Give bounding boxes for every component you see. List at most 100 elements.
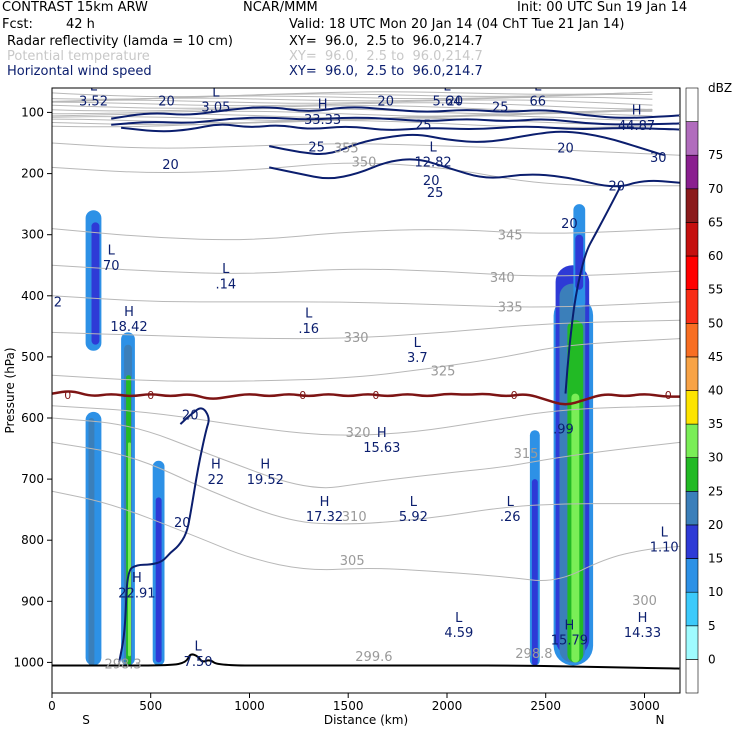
extremum-value: 22.91 <box>118 587 155 602</box>
colorbar-swatch <box>685 524 699 559</box>
wind-contour-jet <box>111 116 680 126</box>
extremum-value: 3.52 <box>79 95 108 110</box>
wind-label: 20 <box>174 516 191 531</box>
extremum-symbol: H <box>260 458 270 473</box>
x-tick-label: 1500 <box>333 699 364 713</box>
reflectivity-cell <box>531 479 538 666</box>
wind-label: 25 <box>427 186 444 201</box>
south-label: S <box>82 713 90 727</box>
extremum-symbol: L <box>414 336 422 351</box>
colorbar-label: 5 <box>708 619 716 633</box>
extremum-symbol: L <box>534 79 542 94</box>
colorbar-swatch <box>685 188 699 223</box>
colorbar-label: 10 <box>708 585 723 599</box>
extremum-value: 22 <box>208 473 225 488</box>
extremum-symbol: L <box>194 640 202 655</box>
extremum-value: 3.7 <box>407 351 428 366</box>
x-tick-label: 1000 <box>234 699 265 713</box>
x-tick-label: 2000 <box>432 699 463 713</box>
field-wind: Horizontal wind speed <box>7 64 152 79</box>
theta-contour <box>52 441 680 525</box>
reflectivity-cell <box>128 442 131 657</box>
field-reflectivity-xy: XY= 96.0, 2.5 to 96.0,214.7 <box>289 34 483 49</box>
colorbar-swatch <box>685 154 699 190</box>
colorbar-label: 0 <box>708 652 716 666</box>
extremum-symbol: H <box>320 495 330 510</box>
extremum-symbol: H <box>377 426 387 441</box>
extremum-value: 7.50 <box>184 655 213 670</box>
fcst-label: Fcst: <box>2 17 33 32</box>
field-theta-xy: XY= 96.0, 2.5 to 96.0,214.7 <box>289 49 483 64</box>
north-label: N <box>656 713 665 727</box>
theta-label: 345 <box>498 228 523 243</box>
theta-contour-upper <box>52 101 653 110</box>
colorbar-swatch <box>685 87 699 122</box>
wind-label: 20 <box>162 158 179 173</box>
wind-label: 20 <box>182 409 199 424</box>
colorbar-label: 45 <box>708 350 723 364</box>
colorbar-label: 35 <box>708 417 723 431</box>
theta-contour-upper <box>52 99 653 106</box>
colorbar-unit: dBZ <box>708 81 732 95</box>
wind-label: 30 <box>650 151 667 166</box>
colorbar-label: 50 <box>708 316 723 330</box>
colorbar-swatch <box>685 558 699 593</box>
theta-label: 320 <box>346 426 371 441</box>
wind-label: 20 <box>158 95 175 110</box>
extremum-value: 19.52 <box>247 473 284 488</box>
extremum-value: 3.05 <box>201 101 230 116</box>
theta-contours <box>52 142 680 581</box>
theta-label: 340 <box>490 271 515 286</box>
colorbar-label: 55 <box>708 283 723 297</box>
y-tick-label: 100 <box>21 105 44 119</box>
extremum-value: 70 <box>103 259 120 274</box>
wind-contour <box>269 130 666 157</box>
terrain-surface <box>52 653 680 670</box>
theta-contour <box>52 417 680 489</box>
wind-label: 20 <box>557 142 574 157</box>
wind-label: 20 <box>377 95 394 110</box>
org-label: NCAR/MMM <box>243 0 318 15</box>
wind-label: 25 <box>308 140 325 155</box>
theta-label: 315 <box>514 447 539 462</box>
extremum-symbol: H <box>124 305 134 320</box>
extremum-symbol: L <box>90 79 98 94</box>
reflectivity-cell <box>88 418 95 666</box>
wind-label: 25 <box>415 118 432 133</box>
theta-contour-upper <box>52 91 653 98</box>
y-tick-label: 200 <box>21 167 44 181</box>
wind-contour <box>564 185 622 394</box>
theta-label: 335 <box>498 301 523 316</box>
colorbar-swatch <box>685 356 699 391</box>
extremum-value: 15.79 <box>551 634 588 649</box>
colorbar-label: 60 <box>708 249 723 263</box>
colorbar-label: 15 <box>708 552 723 566</box>
x-tick-label: 500 <box>139 699 162 713</box>
extremum-value: 66 <box>530 95 547 110</box>
x-tick-label: 0 <box>48 699 56 713</box>
field-reflectivity: Radar reflectivity (lamda = 10 cm) <box>7 34 233 49</box>
theta-label: 305 <box>340 554 365 569</box>
extremum-symbol: L <box>661 525 669 540</box>
colorbar-label: 30 <box>708 451 723 465</box>
wind-label: 20 <box>561 217 578 232</box>
extremum-value: 44.87 <box>618 119 655 134</box>
theta-label: 330 <box>344 331 369 346</box>
theta-contour <box>52 490 680 581</box>
extremum-value: 18.42 <box>110 320 147 335</box>
extremum-value: 17.32 <box>306 510 343 525</box>
wind-contour <box>268 158 680 188</box>
colorbar-label: 20 <box>708 518 723 532</box>
extremum-value: .16 <box>298 322 319 337</box>
extremum-value: .14 <box>215 277 236 292</box>
x-tick-label: 3000 <box>629 699 660 713</box>
reflectivity-cell <box>571 393 580 663</box>
colorbar-swatch <box>685 423 699 459</box>
theta-contour-upper <box>52 117 653 126</box>
y-tick-label: 500 <box>21 350 44 364</box>
colorbar-label: 40 <box>708 384 723 398</box>
extremum-symbol: L <box>443 79 451 94</box>
zero-isotherm: 0 0 0 0 0 0 <box>52 389 680 406</box>
